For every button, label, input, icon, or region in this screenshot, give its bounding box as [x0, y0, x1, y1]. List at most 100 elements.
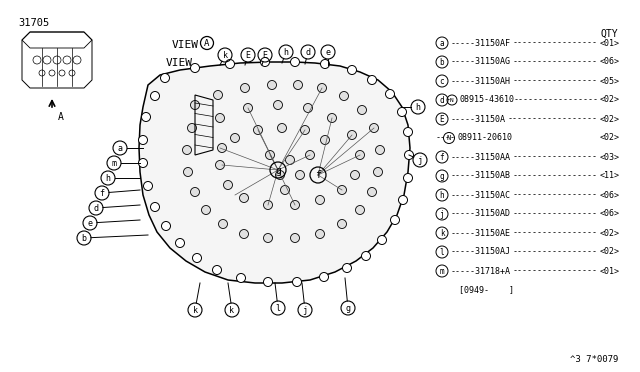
Circle shape: [342, 263, 351, 273]
Text: ------------------: ------------------: [508, 115, 597, 124]
Text: d: d: [440, 96, 444, 105]
Text: QTY: QTY: [600, 29, 618, 39]
Circle shape: [150, 202, 159, 212]
Circle shape: [138, 158, 147, 167]
Circle shape: [305, 151, 314, 160]
Polygon shape: [139, 62, 410, 283]
Text: VIEW: VIEW: [166, 58, 193, 68]
Text: <05>: <05>: [600, 77, 620, 86]
Circle shape: [328, 113, 337, 122]
Text: <02>: <02>: [600, 96, 620, 105]
Text: <06>: <06>: [600, 58, 620, 67]
Text: k: k: [230, 306, 234, 315]
Circle shape: [143, 182, 152, 190]
Circle shape: [374, 167, 383, 176]
Text: VIEW: VIEW: [172, 40, 199, 50]
Circle shape: [237, 273, 246, 282]
Text: -----31150AF: -----31150AF: [451, 38, 511, 48]
Circle shape: [348, 131, 356, 140]
Text: -----------------: -----------------: [512, 190, 597, 199]
Text: h: h: [284, 48, 289, 57]
Circle shape: [202, 205, 211, 215]
Circle shape: [316, 196, 324, 205]
Text: j: j: [417, 156, 422, 165]
Text: 08911-20610: 08911-20610: [457, 134, 512, 142]
Circle shape: [264, 234, 273, 243]
Text: -----31150AA: -----31150AA: [451, 153, 511, 161]
Text: <01>: <01>: [600, 266, 620, 276]
Text: <11>: <11>: [600, 171, 620, 180]
Circle shape: [278, 124, 287, 132]
Circle shape: [291, 234, 300, 243]
Circle shape: [225, 60, 234, 68]
Text: l: l: [440, 248, 444, 257]
Text: f: f: [315, 170, 321, 180]
Circle shape: [316, 230, 324, 238]
Circle shape: [161, 74, 170, 83]
Circle shape: [218, 144, 227, 153]
Circle shape: [239, 193, 248, 202]
Circle shape: [182, 145, 191, 154]
Circle shape: [321, 135, 330, 144]
Circle shape: [175, 238, 184, 247]
Circle shape: [369, 124, 378, 132]
Circle shape: [397, 108, 406, 116]
Circle shape: [385, 90, 394, 99]
Circle shape: [241, 83, 250, 93]
Circle shape: [243, 103, 253, 112]
Text: -----------------: -----------------: [512, 171, 597, 180]
Circle shape: [378, 235, 387, 244]
Text: d: d: [305, 48, 310, 57]
Text: <06>: <06>: [600, 190, 620, 199]
Circle shape: [266, 151, 275, 160]
Circle shape: [291, 201, 300, 209]
Circle shape: [264, 278, 273, 286]
Circle shape: [150, 92, 159, 100]
Circle shape: [193, 253, 202, 263]
Circle shape: [216, 113, 225, 122]
Circle shape: [403, 128, 413, 137]
Text: k: k: [193, 306, 198, 315]
Circle shape: [230, 134, 239, 142]
Text: <03>: <03>: [600, 153, 620, 161]
Circle shape: [303, 103, 312, 112]
Circle shape: [191, 100, 200, 109]
Text: b: b: [81, 234, 86, 243]
Circle shape: [399, 196, 408, 205]
Text: ----: ----: [436, 134, 456, 142]
Text: -----31718+A: -----31718+A: [451, 266, 511, 276]
Text: f: f: [440, 153, 444, 162]
Circle shape: [268, 80, 276, 90]
Circle shape: [253, 125, 262, 135]
Circle shape: [138, 135, 147, 144]
Text: -----31150AD: -----31150AD: [451, 209, 511, 218]
Text: e: e: [88, 219, 93, 228]
Text: E: E: [262, 51, 268, 60]
Text: -----31150AE: -----31150AE: [451, 228, 511, 237]
Circle shape: [355, 151, 365, 160]
Text: <06>: <06>: [600, 209, 620, 218]
Text: h: h: [106, 174, 111, 183]
Text: -----------------: -----------------: [512, 228, 597, 237]
Text: j: j: [440, 210, 444, 219]
Text: b: b: [440, 58, 444, 67]
Text: <02>: <02>: [600, 247, 620, 257]
Circle shape: [291, 58, 300, 67]
Text: 31705: 31705: [18, 18, 49, 28]
Text: g: g: [275, 166, 281, 176]
Circle shape: [296, 170, 305, 180]
Circle shape: [348, 65, 356, 74]
Circle shape: [301, 125, 310, 135]
Text: l: l: [275, 304, 280, 313]
Circle shape: [191, 64, 200, 73]
Text: -----------------: -----------------: [512, 38, 597, 48]
Text: ^3 7*0079: ^3 7*0079: [570, 355, 618, 364]
Circle shape: [367, 76, 376, 84]
Circle shape: [191, 187, 200, 196]
Text: h: h: [415, 103, 420, 112]
Text: g: g: [440, 172, 444, 181]
Circle shape: [319, 273, 328, 282]
Circle shape: [212, 266, 221, 275]
Circle shape: [218, 219, 227, 228]
Circle shape: [337, 186, 346, 195]
